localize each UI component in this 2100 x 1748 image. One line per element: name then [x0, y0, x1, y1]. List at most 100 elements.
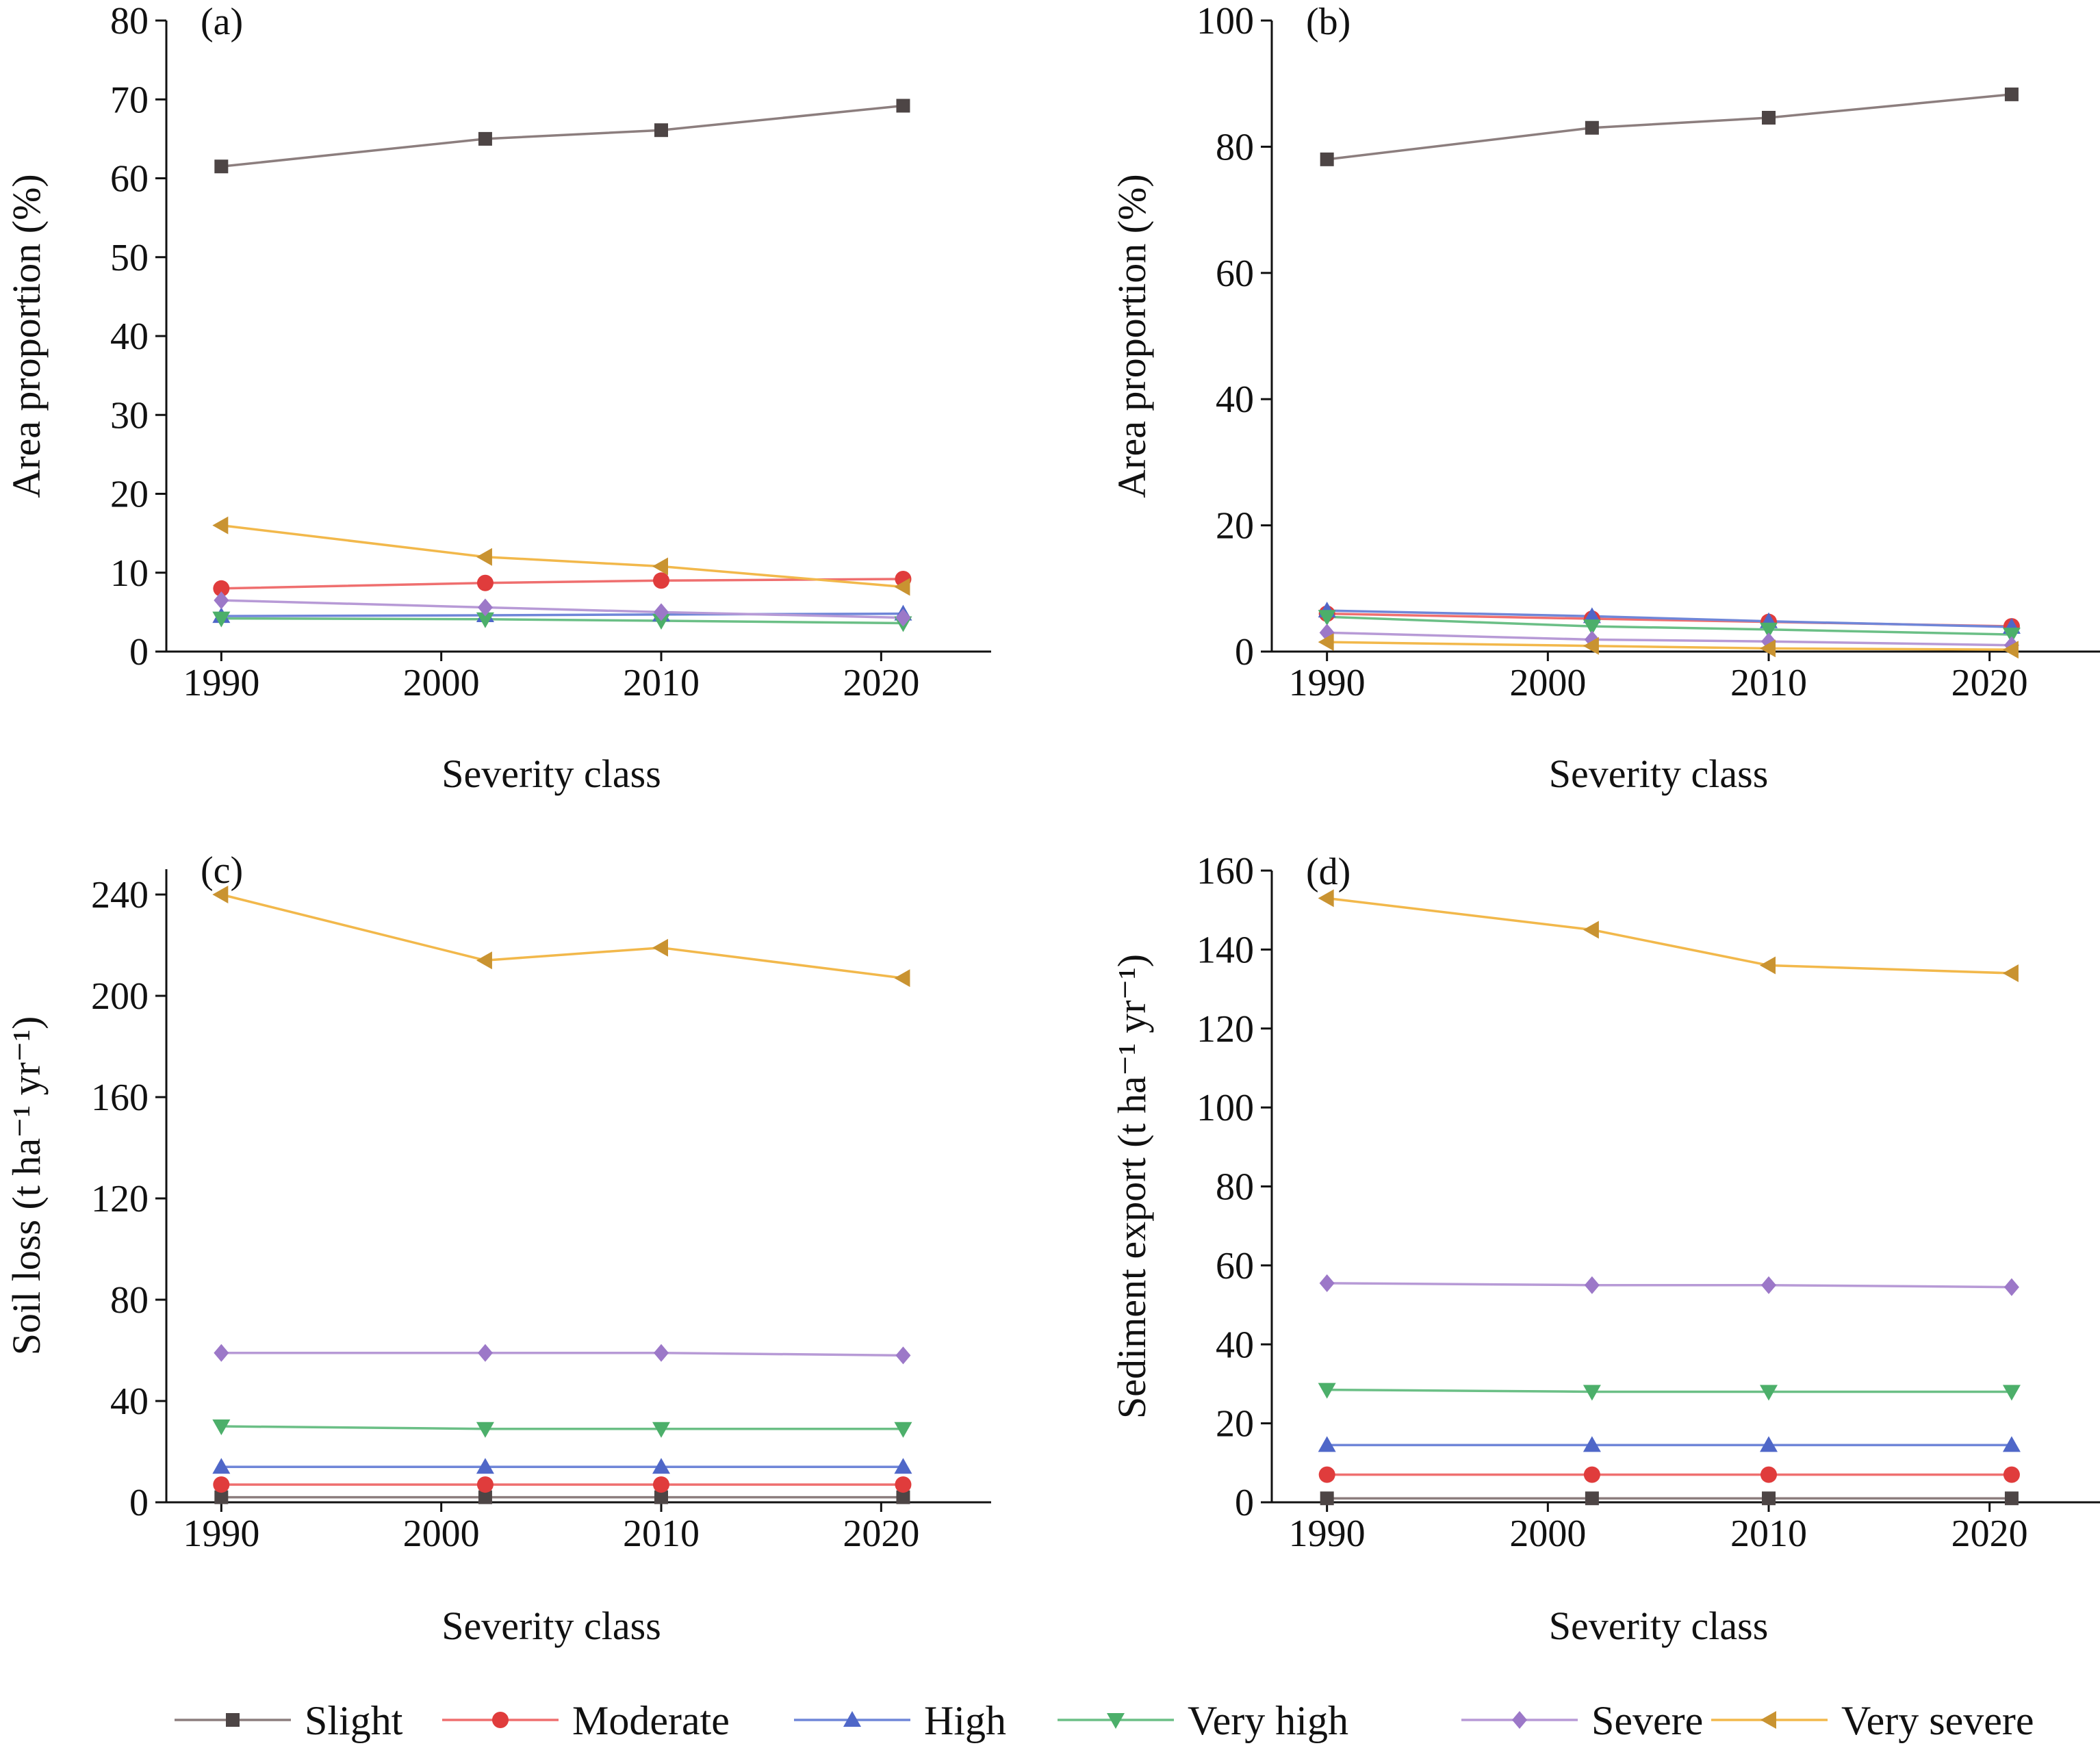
x-tick-label: 2010	[623, 662, 700, 704]
y-tick-label: 140	[1196, 929, 1254, 971]
x-tick-label: 2020	[843, 1513, 919, 1555]
x-tick-label: 2000	[1509, 1513, 1586, 1555]
data-point	[1585, 120, 1599, 135]
data-point	[1760, 622, 1778, 639]
y-tick-label: 70	[110, 79, 149, 121]
data-point	[1583, 1436, 1601, 1452]
chart-panel-d: 0 20 40 60 80 100 120 140 160 1990 2000 2010 2020 Sev…	[1110, 850, 2100, 1648]
legend-label: Very high	[1188, 1698, 1348, 1743]
x-tick-label: 2000	[403, 1513, 480, 1555]
series-line-severe	[221, 1351, 904, 1357]
data-point	[212, 1458, 231, 1474]
legend-label: Severe	[1591, 1698, 1703, 1743]
panel-label: (c)	[201, 849, 243, 892]
data-point	[476, 574, 494, 591]
data-point	[1583, 607, 1601, 624]
data-point	[894, 1458, 912, 1474]
x-tick-label: 1990	[1289, 662, 1366, 704]
data-point	[1318, 1436, 1336, 1452]
series-line-very-severe	[1327, 641, 2012, 651]
data-point	[2002, 1436, 2021, 1452]
series-line-very-severe	[1327, 897, 2012, 975]
data-point	[478, 1490, 492, 1504]
data-point	[476, 612, 494, 628]
data-point	[1318, 633, 1334, 652]
legend-label: High	[924, 1698, 1006, 1743]
data-point	[213, 1476, 230, 1493]
data-point	[652, 1422, 670, 1438]
data-point	[1583, 921, 1599, 939]
data-point	[476, 1458, 494, 1474]
y-tick-label: 120	[1196, 1008, 1254, 1051]
data-point	[652, 557, 668, 576]
y-tick-label: 60	[110, 158, 149, 201]
chart-panel-a: 0 10 20 30 40 50 60 70 80 1990 2000 2010 2020 Severit…	[4, 0, 991, 796]
data-point	[1760, 639, 1776, 658]
legend-item-very-high: Very high	[1058, 1698, 1348, 1743]
legend-marker	[1512, 1711, 1527, 1729]
data-point	[1760, 1436, 1778, 1452]
x-tick-label: 2020	[843, 662, 919, 704]
data-point	[1318, 1383, 1336, 1399]
y-tick-label: 60	[1216, 253, 1254, 295]
y-tick-label: 80	[1216, 1166, 1254, 1209]
series-line-slight	[221, 104, 904, 168]
data-point	[894, 969, 910, 988]
x-tick-label: 2010	[623, 1513, 700, 1555]
data-point	[1319, 1274, 1335, 1292]
legend-label: Slight	[305, 1698, 403, 1743]
legend-marker	[1107, 1713, 1125, 1729]
panel-label: (d)	[1306, 851, 1350, 893]
y-tick-label: 160	[91, 1077, 149, 1119]
data-point	[476, 1422, 494, 1438]
legend-item-high: High	[794, 1698, 1006, 1743]
data-point	[476, 548, 492, 566]
legend: Slight Moderate High Very high Severe Very se…	[175, 1698, 2034, 1743]
data-point	[1584, 1276, 1600, 1294]
data-point	[1320, 152, 1334, 166]
y-tick-label: 200	[91, 975, 149, 1018]
data-point	[896, 99, 910, 113]
x-tick-label: 2010	[1730, 662, 1807, 704]
data-point	[653, 572, 669, 589]
x-tick-label: 1990	[183, 662, 259, 704]
series-line-slight	[1327, 93, 2012, 161]
data-point	[2002, 641, 2019, 659]
y-tick-label: 0	[1235, 1482, 1254, 1524]
data-point	[2004, 1491, 2019, 1506]
legend-label: Moderate	[572, 1698, 730, 1743]
x-axis-title: Severity class	[1549, 1604, 1769, 1648]
legend-marker	[843, 1711, 861, 1727]
series-line-very-high	[1327, 1388, 2012, 1393]
series-line-very-severe	[220, 893, 904, 979]
x-axis-title: Severity class	[441, 1604, 661, 1648]
data-point	[2003, 1278, 2019, 1296]
data-point	[894, 1422, 912, 1438]
data-point	[895, 1346, 911, 1365]
data-point	[214, 159, 229, 174]
data-point	[477, 1344, 493, 1362]
data-point	[895, 1476, 912, 1493]
data-point	[654, 123, 668, 138]
series-line-high	[1327, 609, 2012, 628]
data-point	[477, 598, 493, 617]
y-tick-label: 80	[110, 1279, 149, 1322]
legend-marker	[492, 1712, 509, 1728]
data-point	[2004, 87, 2019, 101]
data-point	[1583, 637, 1599, 655]
legend-item-moderate: Moderate	[442, 1698, 730, 1743]
y-tick-label: 20	[110, 474, 149, 516]
data-point	[2002, 964, 2019, 982]
y-tick-label: 40	[1216, 1324, 1254, 1366]
data-point	[1320, 1491, 1334, 1506]
data-point	[1585, 1491, 1599, 1506]
y-tick-label: 120	[91, 1178, 149, 1220]
data-point	[478, 131, 492, 146]
data-point	[213, 580, 230, 597]
legend-marker	[226, 1713, 240, 1727]
legend-item-severe: Severe	[1461, 1698, 1703, 1743]
data-point	[654, 603, 669, 621]
data-point	[895, 608, 911, 627]
y-tick-label: 0	[129, 1482, 149, 1524]
series-line-very-severe	[221, 524, 904, 589]
